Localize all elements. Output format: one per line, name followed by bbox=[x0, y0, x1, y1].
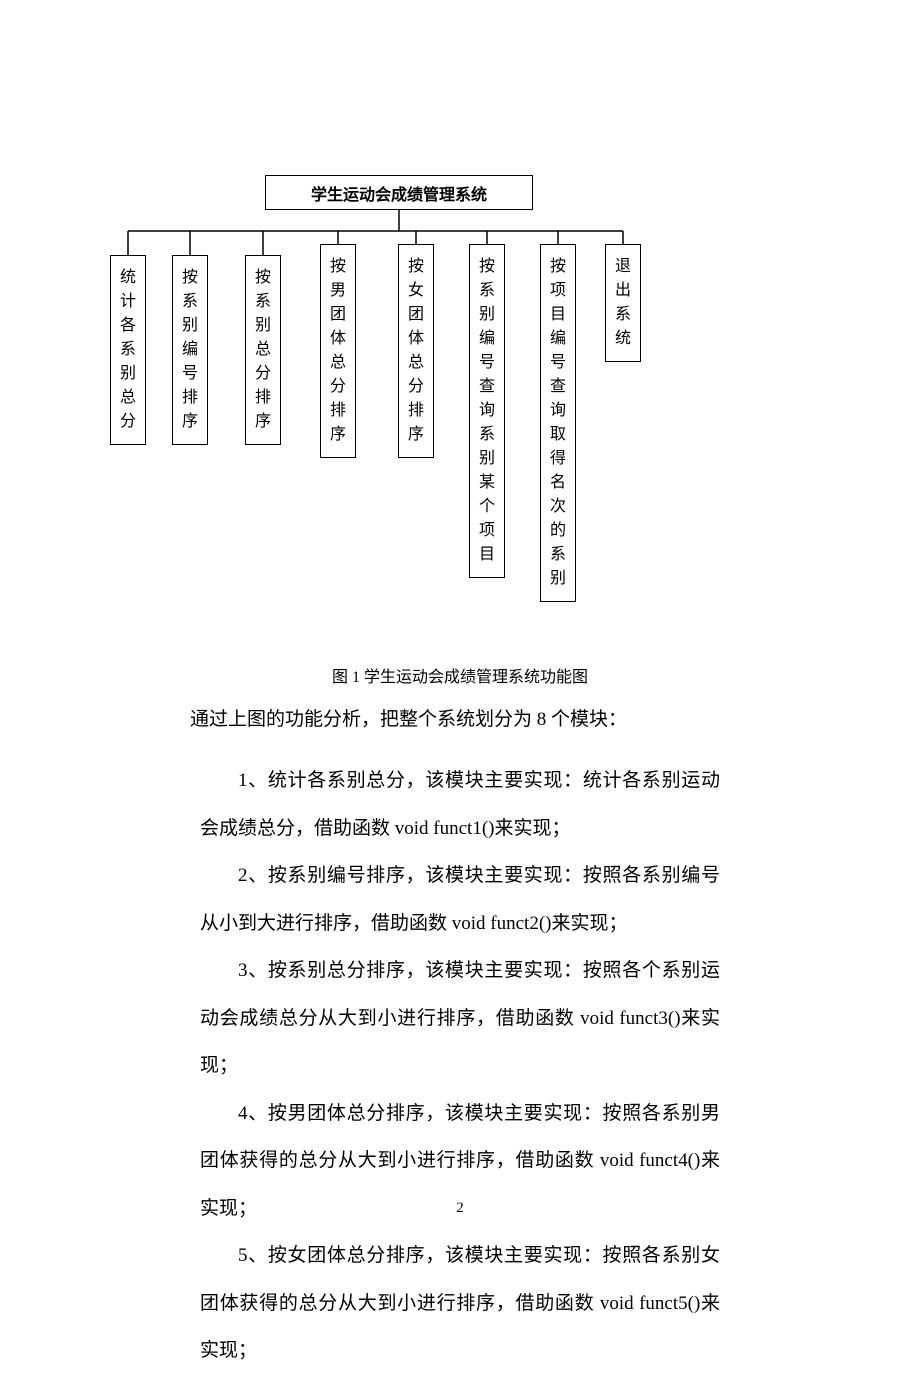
child-node-0: 统计各系别总分 bbox=[110, 255, 146, 445]
child-node-2: 按系别总分排序 bbox=[245, 255, 281, 445]
root-node: 学生运动会成绩管理系统 bbox=[265, 175, 533, 210]
intro-text: 通过上图的功能分析，把整个系统划分为 8 个模块： bbox=[190, 705, 920, 735]
figure-caption: 图 1 学生运动会成绩管理系统功能图 bbox=[0, 663, 920, 687]
child-node-1: 按系别编号排序 bbox=[172, 255, 208, 445]
child-node-6: 按项目编号查询取得名次的系别 bbox=[540, 244, 576, 602]
child-node-7: 退出系统 bbox=[605, 244, 641, 362]
paragraph-2: 2、按系别编号排序，该模块主要实现：按照各系别编号从小到大进行排序，借助函数 v… bbox=[200, 852, 720, 947]
child-node-5: 按系别编号查询系别某个项目 bbox=[469, 244, 505, 578]
child-node-4: 按女团体总分排序 bbox=[398, 244, 434, 458]
paragraph-3: 3、按系别总分排序，该模块主要实现：按照各个系别运动会成绩总分从大到小进行排序，… bbox=[200, 947, 720, 1090]
root-label: 学生运动会成绩管理系统 bbox=[311, 181, 487, 205]
connector-lines bbox=[110, 175, 810, 655]
child-node-3: 按男团体总分排序 bbox=[320, 244, 356, 458]
paragraph-1: 1、统计各系别总分，该模块主要实现：统计各系别运动会成绩总分，借助函数 void… bbox=[200, 757, 720, 852]
paragraph-5: 5、按女团体总分排序，该模块主要实现：按照各系别女团体获得的总分从大到小进行排序… bbox=[200, 1232, 720, 1375]
body-paragraphs: 1、统计各系别总分，该模块主要实现：统计各系别运动会成绩总分，借助函数 void… bbox=[200, 757, 720, 1375]
org-chart-diagram: 学生运动会成绩管理系统 统计各系别总分按系别编号排序 按系别总分排序 按男团体总分排… bbox=[110, 175, 810, 655]
page-number: 2 bbox=[456, 1200, 464, 1217]
